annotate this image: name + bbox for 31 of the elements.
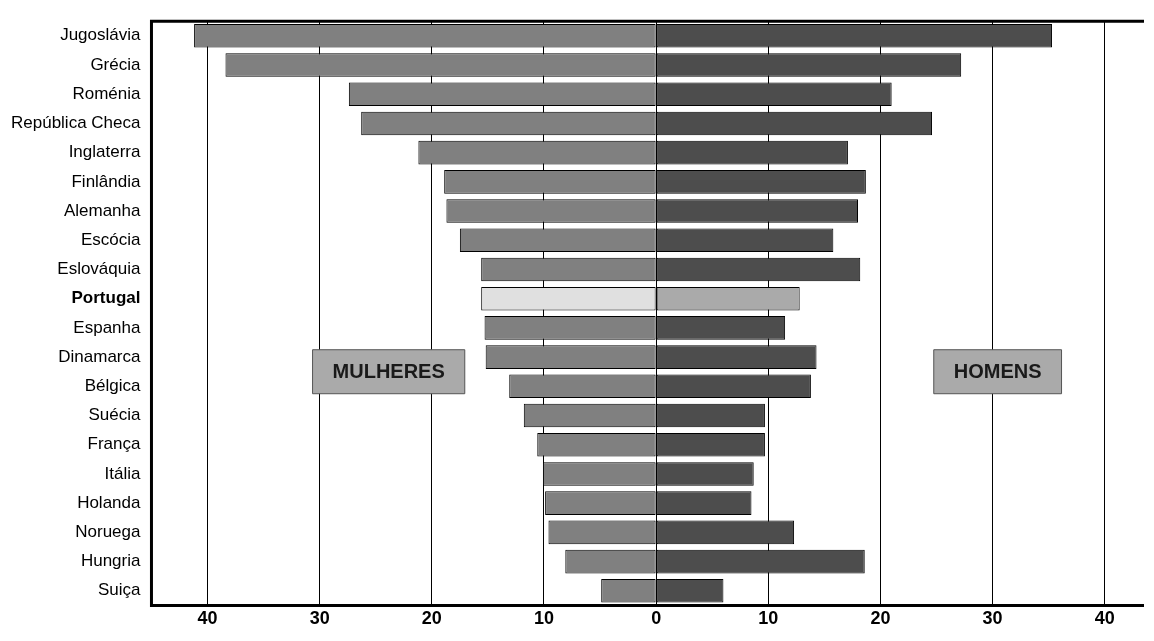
x-tick-label: 20 (870, 608, 891, 629)
x-tick-label: 40 (1094, 608, 1115, 629)
y-tick-label: Suécia (88, 405, 142, 425)
y-tick-label: Portugal (71, 288, 141, 308)
x-tick-label: 40 (197, 608, 218, 629)
x-tick-label: 20 (421, 608, 442, 629)
y-tick-label: Escócia (80, 229, 142, 249)
y-tick-label: Espanha (73, 317, 141, 337)
x-tick-label: 30 (309, 608, 330, 629)
y-tick-label: Holanda (77, 492, 142, 512)
text: HOMENS (953, 360, 1042, 383)
text: MULHERES (332, 360, 445, 383)
y-tick-label: Alemanha (63, 200, 141, 220)
x-tick-label: 30 (982, 608, 1003, 629)
y-tick-label: Jugoslávia (60, 25, 142, 45)
y-tick-label: Finlândia (71, 171, 141, 191)
y-tick-label: Eslováquia (57, 259, 142, 279)
y-tick-label: França (87, 434, 141, 454)
x-tick-label: 10 (758, 608, 779, 629)
y-tick-label: República Checa (11, 113, 142, 133)
y-tick-label: Suiça (97, 580, 142, 600)
x-tick-label: 0 (651, 608, 662, 629)
x-tick-label: 10 (533, 608, 555, 629)
y-tick-label: Bélgica (84, 376, 141, 396)
y-tick-label: Hungria (80, 551, 141, 571)
y-tick-label: Inglaterra (68, 142, 141, 162)
y-tick-label: Dinamarca (58, 346, 141, 366)
y-tick-label: Grécia (90, 54, 141, 74)
y-tick-label: Roménia (72, 83, 141, 103)
y-tick-label: Itália (104, 463, 141, 483)
y-tick-label: Noruega (75, 522, 141, 542)
